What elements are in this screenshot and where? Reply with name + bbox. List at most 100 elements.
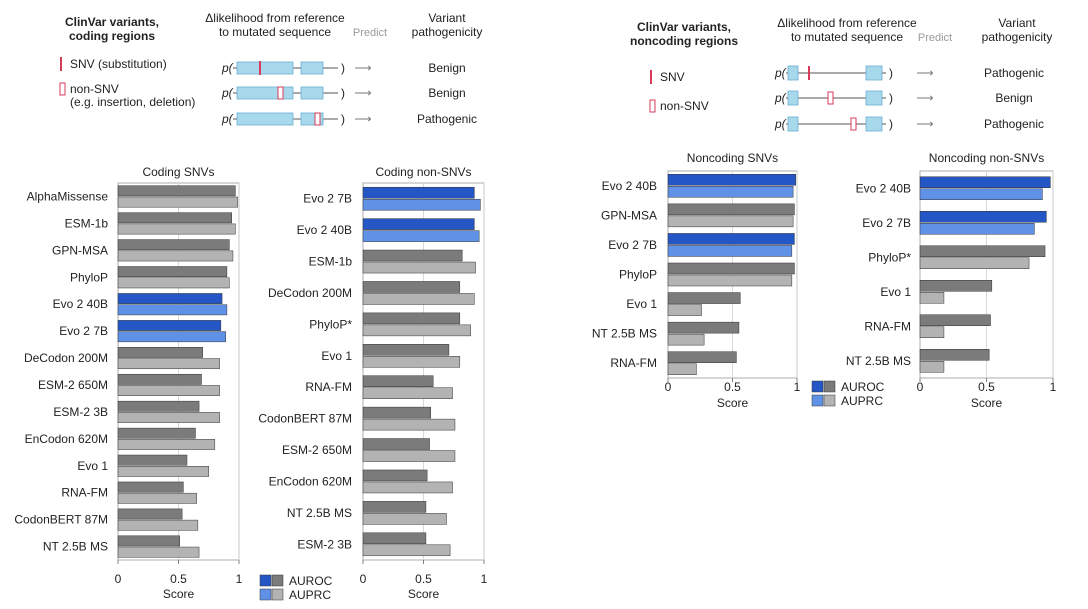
legend-label-auroc: AUROC xyxy=(841,380,885,394)
chart-title: Coding non-SNVs xyxy=(375,165,471,179)
legend-label-auroc: AUROC xyxy=(289,574,333,588)
predict-arrow: ⟶ xyxy=(354,112,371,126)
category-label: NT 2.5B MS xyxy=(43,540,108,554)
chart-noncoding-snvs: Noncoding SNVs Evo 2 40B GPN-MSA Evo 2 7B Ph… xyxy=(592,151,801,410)
likelihood-close-paren: ) xyxy=(341,61,345,75)
likelihood-close-paren: ) xyxy=(341,112,345,126)
bar-auroc xyxy=(362,406,432,419)
legend-swatch-other-auprc xyxy=(271,588,284,601)
bar-auprc xyxy=(362,356,461,368)
schematic-title: coding regions xyxy=(69,29,155,43)
bar-auroc xyxy=(362,501,427,513)
sequence-row-1-block-1 xyxy=(787,65,799,81)
category-label: RNA-FM xyxy=(610,356,657,370)
likelihood-p-label: p( xyxy=(774,66,788,80)
bar-auprc xyxy=(667,333,705,346)
bar-auroc xyxy=(362,218,475,230)
sequence-row-3-nonsnv-mark xyxy=(314,112,321,126)
pathogenicity-header: Variant xyxy=(428,11,466,25)
bar-auprc xyxy=(362,450,456,462)
category-label: ESM-2 3B xyxy=(53,405,108,419)
predict-header: Predict xyxy=(918,32,952,44)
bar-auprc xyxy=(362,544,451,557)
bar-auprc xyxy=(362,230,480,242)
pathogenicity-result: Benign xyxy=(428,86,465,100)
likelihood-close-paren: ) xyxy=(889,66,893,80)
bar-auprc xyxy=(117,385,220,396)
schematic-legend-nonsnv-nonsnv-mark xyxy=(649,99,656,113)
schematic-legend-label: non-SNV xyxy=(660,99,709,113)
category-label: NT 2.5B MS xyxy=(592,327,657,341)
x-tick-label: 1 xyxy=(1050,380,1057,394)
pathogenicity-result: Pathogenic xyxy=(417,112,477,126)
x-tick-label: 1 xyxy=(481,572,488,586)
bar-auprc xyxy=(362,418,456,431)
bar-auprc xyxy=(667,304,702,316)
likelihood-p-label: p( xyxy=(774,117,788,131)
pathogenicity-result: Pathogenic xyxy=(984,66,1044,80)
chart-title: Noncoding non-SNVs xyxy=(929,151,1044,165)
category-label: Evo 1 xyxy=(880,285,911,299)
schematic-legend-label: SNV (substitution) xyxy=(70,57,167,71)
category-label: Evo 1 xyxy=(626,297,657,311)
likelihood-close-paren: ) xyxy=(341,86,345,100)
sequence-row-3-block-1 xyxy=(787,116,799,132)
category-label: AlphaMissense xyxy=(27,189,109,203)
bar-auprc xyxy=(362,198,481,211)
bar-auroc xyxy=(117,427,196,439)
chart-title: Coding SNVs xyxy=(142,165,214,179)
category-label: GPN-MSA xyxy=(601,208,657,222)
bar-auprc xyxy=(117,546,200,558)
bar-auroc xyxy=(919,176,1051,188)
sequence-row-3-nonsnv-mark xyxy=(850,117,857,131)
bar-auprc xyxy=(362,293,475,305)
bar-auroc xyxy=(362,375,434,387)
bar-auprc xyxy=(117,223,236,235)
bar-auroc xyxy=(362,438,430,450)
bar-auroc xyxy=(919,211,1047,223)
category-label: ESM-2 3B xyxy=(297,537,352,551)
x-tick-label: 0.5 xyxy=(724,380,741,394)
category-label: Evo 2 40B xyxy=(602,179,657,193)
bar-auprc xyxy=(667,215,794,228)
category-label: Evo 2 7B xyxy=(862,216,911,230)
schematic-legend-label: non-SNV xyxy=(70,82,119,96)
likelihood-p-label: p( xyxy=(221,112,235,126)
sequence-row-2-nonsnv-mark xyxy=(277,86,284,100)
bar-auprc xyxy=(117,492,197,504)
bar-auroc xyxy=(919,349,990,361)
category-label: GPN-MSA xyxy=(52,243,108,257)
category-label: Evo 2 7B xyxy=(59,324,108,338)
bar-auprc xyxy=(919,361,945,373)
pathogenicity-result: Benign xyxy=(428,61,465,75)
category-label: DeCodon 200M xyxy=(268,286,352,300)
bar-auprc xyxy=(117,196,239,208)
bar-auroc xyxy=(117,239,230,251)
bar-auprc xyxy=(919,188,1043,200)
bar-auprc xyxy=(919,223,1035,235)
bar-auprc xyxy=(117,331,226,343)
sequence-row-1-snv-mark xyxy=(808,66,810,80)
bar-auprc xyxy=(919,326,945,338)
sequence-row-1-snv-mark xyxy=(259,61,261,75)
category-label: DeCodon 200M xyxy=(24,351,108,365)
bar-auroc xyxy=(362,249,463,262)
category-label: ESM-1b xyxy=(309,255,353,269)
chart-noncoding-non-snvs: Noncoding non-SNVs Evo 2 40B Evo 2 7B Phylo… xyxy=(846,151,1057,410)
legend-swatch-evo-auprc xyxy=(811,394,824,407)
bar-auroc xyxy=(667,262,795,275)
bar-auroc xyxy=(362,281,461,293)
schematic-title: noncoding regions xyxy=(630,34,738,48)
category-label: Evo 2 40B xyxy=(53,297,108,311)
chart-coding-snvs: Coding SNVs AlphaMissense ESM-1b GPN-MSA Phy… xyxy=(14,165,242,601)
sequence-row-2-block-1 xyxy=(787,90,799,106)
bar-auroc xyxy=(919,245,1046,257)
bar-auprc xyxy=(362,261,476,274)
bar-auprc xyxy=(667,274,793,287)
legend-swatch-other-auprc xyxy=(823,394,836,407)
category-label: Evo 1 xyxy=(321,349,352,363)
category-label: EnCodon 620M xyxy=(269,474,352,488)
category-label: PhyloP xyxy=(619,268,657,282)
bar-auroc xyxy=(667,233,795,245)
